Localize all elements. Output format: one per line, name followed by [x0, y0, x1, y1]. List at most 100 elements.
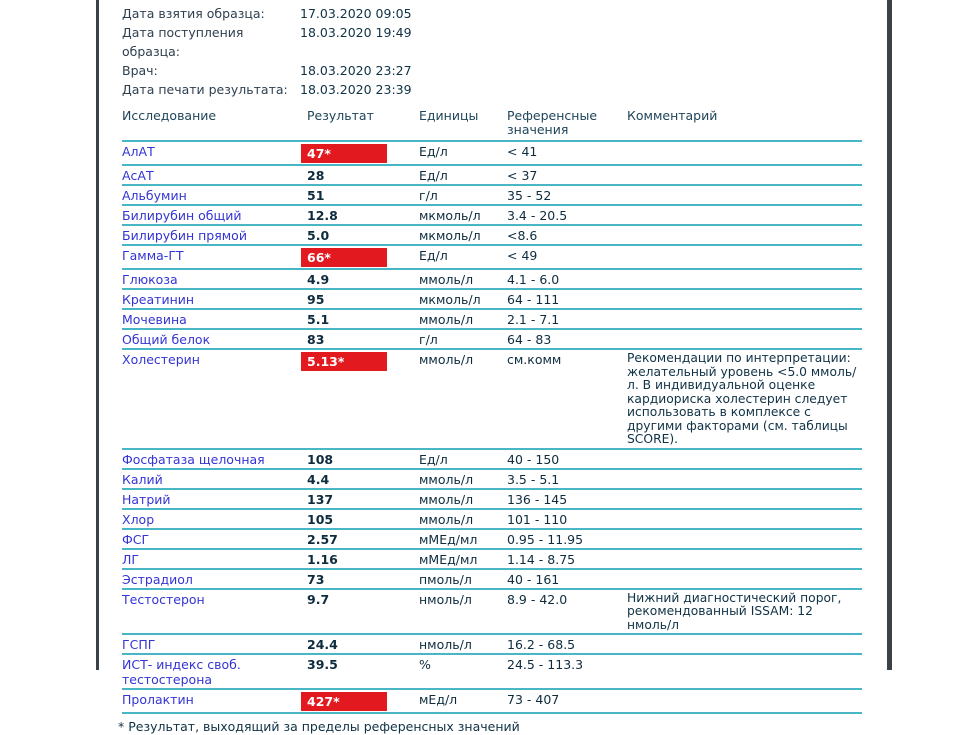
lab-result-row: Натрий 137 ммоль/л 136 - 145: [122, 490, 862, 510]
result-cell: 51: [307, 186, 419, 204]
reference-range: 73 - 407: [507, 692, 560, 707]
result-value: 9.7: [307, 591, 330, 607]
result-cell: 137: [307, 490, 419, 508]
comment-cell: [627, 490, 862, 493]
lab-result-row: Альбумин 51 г/л 35 - 52: [122, 186, 862, 206]
meta-value: 18.03.2020 19:49: [300, 25, 412, 40]
reference-range: <8.6: [507, 228, 538, 243]
units-cell: мМЕд/мл: [419, 551, 478, 567]
units-cell: нмоль/л: [419, 591, 472, 607]
test-name: ГСПГ: [122, 637, 156, 652]
lab-result-row: Пролактин 427* мЕд/л 73 - 407: [122, 690, 862, 714]
units-cell: нмоль/л: [419, 637, 472, 652]
reference-range: 4.1 - 6.0: [507, 272, 560, 287]
lab-result-row: АлАТ 47* Ед/л < 41: [122, 142, 862, 166]
right-border-rule: [887, 0, 892, 670]
units-cell: г/л: [419, 188, 438, 203]
lab-result-row: Холестерин 5.13* ммоль/л см.комм Рекомен…: [122, 350, 862, 450]
test-name: Альбумин: [122, 188, 187, 203]
comment-cell: [627, 690, 862, 693]
column-header-test: Исследование: [122, 108, 217, 123]
lab-result-row: Фосфатаза щелочная 108 Ед/л 40 - 150: [122, 450, 862, 470]
result-value: 4.9: [307, 272, 330, 287]
reference-range: 101 - 110: [507, 511, 568, 527]
test-name: Креатинин: [122, 292, 195, 307]
test-name: ИСТ- индекс своб. тестостерона: [122, 657, 241, 687]
test-name: Билирубин прямой: [122, 228, 247, 243]
reference-range: 3.5 - 5.1: [507, 471, 560, 487]
units-cell: Ед/л: [419, 168, 448, 183]
result-value: 24.4: [307, 637, 338, 652]
meta-label: Дата взятия образца:: [122, 6, 265, 21]
meta-row: Дата взятия образца: 17.03.2020 09:05: [122, 4, 862, 23]
reference-range: < 37: [507, 168, 538, 183]
lab-result-row: ФСГ 2.57 мМЕд/мл 0.95 - 11.95: [122, 530, 862, 550]
reference-range: 3.4 - 20.5: [507, 208, 568, 223]
comment-cell: [627, 655, 862, 658]
meta-label: Дата печати результата:: [122, 82, 288, 97]
test-name: АсАТ: [122, 168, 154, 183]
column-header-result: Результат: [307, 108, 374, 123]
result-cell: 105: [307, 510, 419, 528]
result-cell: 9.7: [307, 590, 419, 608]
result-value: 4.4: [307, 471, 330, 487]
units-cell: мМЕд/мл: [419, 531, 478, 547]
units-cell: мЕд/л: [419, 692, 458, 707]
lab-result-row: Общий белок 83 г/л 64 - 83: [122, 330, 862, 350]
comment-cell: [627, 635, 862, 638]
test-name: АлАТ: [122, 144, 155, 159]
results-table-body: АлАТ 47* Ед/л < 41 АсАТ 28 Ед/л < 37 Аль…: [122, 142, 862, 714]
reference-range: 64 - 83: [507, 332, 552, 347]
reference-range: 40 - 150: [507, 451, 560, 467]
result-value: 427*: [301, 692, 387, 711]
reference-range: 16.2 - 68.5: [507, 637, 576, 652]
test-name: Холестерин: [122, 352, 200, 367]
result-cell: 24.4: [307, 635, 419, 653]
comment-cell: [627, 166, 862, 169]
comment-cell: [627, 470, 862, 473]
comment-cell: [627, 206, 862, 209]
lab-result-row: Креатинин 95 мкмоль/л 64 - 111: [122, 290, 862, 310]
units-cell: Ед/л: [419, 451, 448, 467]
result-cell: 12.8: [307, 206, 419, 224]
lab-result-row: ИСТ- индекс своб. тестостерона 39.5 % 24…: [122, 655, 862, 690]
result-value: 5.1: [307, 312, 330, 327]
comment-cell: [627, 530, 862, 533]
units-cell: мкмоль/л: [419, 208, 481, 223]
test-name: Мочевина: [122, 312, 187, 327]
reference-range: 64 - 111: [507, 292, 560, 307]
result-value: 137: [307, 491, 334, 507]
lab-result-row: ЛГ 1.16 мМЕд/мл 1.14 - 8.75: [122, 550, 862, 570]
result-cell: 5.13*: [301, 350, 419, 372]
lab-result-row: Билирубин общий 12.8 мкмоль/л 3.4 - 20.5: [122, 206, 862, 226]
result-cell: 5.0: [307, 226, 419, 244]
units-cell: пмоль/л: [419, 571, 472, 587]
result-cell: 5.1: [307, 310, 419, 328]
units-cell: ммоль/л: [419, 511, 474, 527]
units-cell: ммоль/л: [419, 471, 474, 487]
result-value: 95: [307, 292, 325, 307]
comment-cell: Нижний диагностический порог, рекомендов…: [627, 590, 842, 632]
result-value: 1.16: [307, 551, 338, 567]
units-cell: ммоль/л: [419, 312, 474, 327]
comment-cell: [627, 226, 862, 229]
test-name: Калий: [122, 471, 163, 487]
result-cell: 66*: [301, 246, 419, 268]
result-cell: 47*: [301, 142, 419, 164]
column-header-units: Единицы: [419, 108, 479, 123]
result-value: 83: [307, 332, 325, 347]
lab-result-row: ГСПГ 24.4 нмоль/л 16.2 - 68.5: [122, 635, 862, 655]
units-cell: мкмоль/л: [419, 292, 481, 307]
meta-row: Дата печати результата: 18.03.2020 23:39: [122, 80, 862, 99]
units-cell: Ед/л: [419, 248, 448, 263]
result-value: 66*: [301, 248, 387, 267]
lab-report: Дата взятия образца: 17.03.2020 09:05 Да…: [118, 4, 862, 735]
comment-cell: [627, 550, 862, 553]
units-cell: %: [419, 657, 431, 672]
units-cell: ммоль/л: [419, 352, 474, 367]
table-header-row: Исследование Результат Единицы Референсн…: [122, 107, 862, 142]
meta-label: Врач:: [122, 63, 158, 78]
comment-cell: [627, 510, 862, 513]
reference-range: 8.9 - 42.0: [507, 591, 568, 607]
units-cell: г/л: [419, 332, 438, 347]
